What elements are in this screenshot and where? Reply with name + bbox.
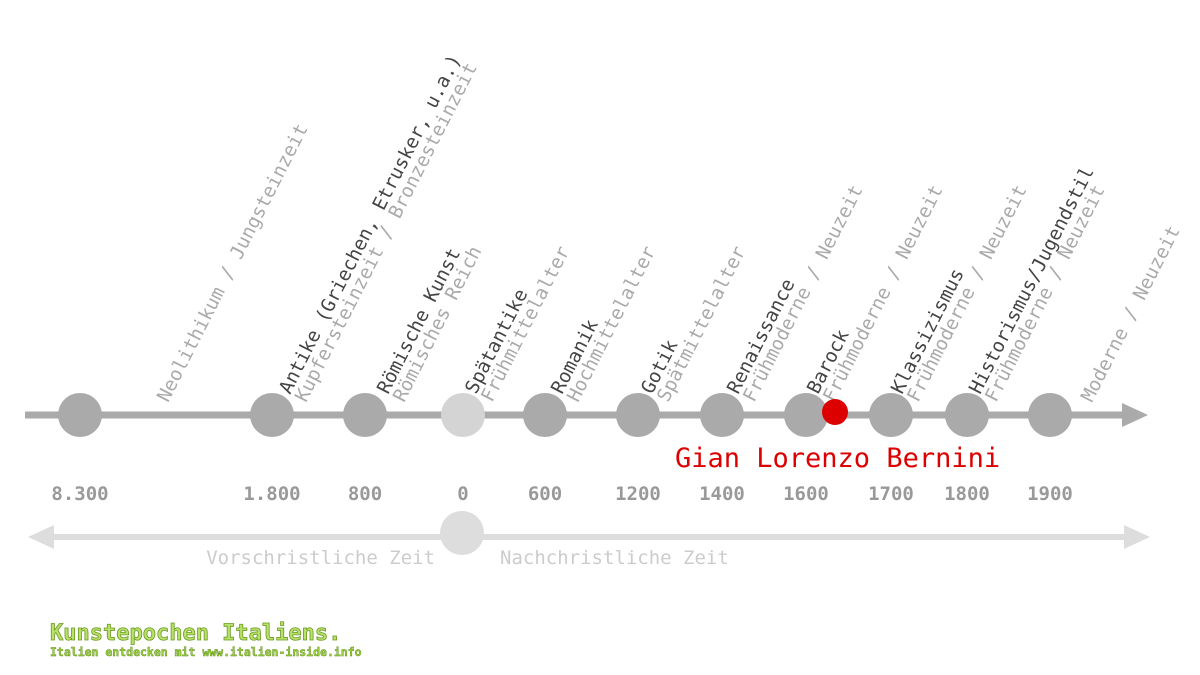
epoch-node — [784, 393, 828, 437]
epoch-year: 0 — [457, 483, 468, 505]
epoch-node — [250, 393, 294, 437]
era-divider — [440, 511, 484, 555]
epoch-node — [616, 393, 660, 437]
epoch-year: 1400 — [699, 483, 745, 505]
era-after: Nachchristliche Zeit — [500, 547, 729, 569]
epoch-year: 1800 — [944, 483, 990, 505]
epoch-year: 800 — [348, 483, 382, 505]
era-arrow-right — [1124, 525, 1150, 549]
highlight-artist: Gian Lorenzo Bernini — [675, 443, 1000, 474]
epoch-year: 1.800 — [243, 483, 300, 505]
epoch-year: 1600 — [783, 483, 829, 505]
footer-title: Kunstepochen Italiens. — [50, 621, 341, 646]
epoch-label: Antike (Griechen, Etrusker, u.a.)Kupfers… — [275, 51, 482, 406]
epoch-node — [1028, 393, 1072, 437]
timeline-arrowhead — [1122, 403, 1148, 427]
epoch-year: 600 — [528, 483, 562, 505]
artist-marker — [822, 399, 848, 425]
epoch-subtitle: Moderne / Neuzeit — [1077, 222, 1185, 405]
epoch-year: 8.300 — [51, 483, 108, 505]
epoch-year: 1200 — [615, 483, 661, 505]
epoch-node — [700, 393, 744, 437]
era-before: Vorschristliche Zeit — [206, 547, 435, 569]
epoch-nodes — [58, 393, 1072, 437]
epoch-node — [523, 393, 567, 437]
footer-subtitle: Italien entdecken mit www.italien-inside… — [50, 645, 362, 659]
era-arrow-left — [28, 525, 54, 549]
epoch-year: 1700 — [868, 483, 914, 505]
epoch-label: Moderne / Neuzeit — [1077, 222, 1185, 405]
epoch-node — [343, 393, 387, 437]
epoch-node — [441, 393, 485, 437]
epoch-node — [945, 393, 989, 437]
epoch-year: 1900 — [1027, 483, 1073, 505]
epoch-node — [869, 393, 913, 437]
epoch-subtitle: Kupfersteinzeit / Bronzesteinzeit — [291, 59, 482, 405]
epoch-node — [58, 393, 102, 437]
